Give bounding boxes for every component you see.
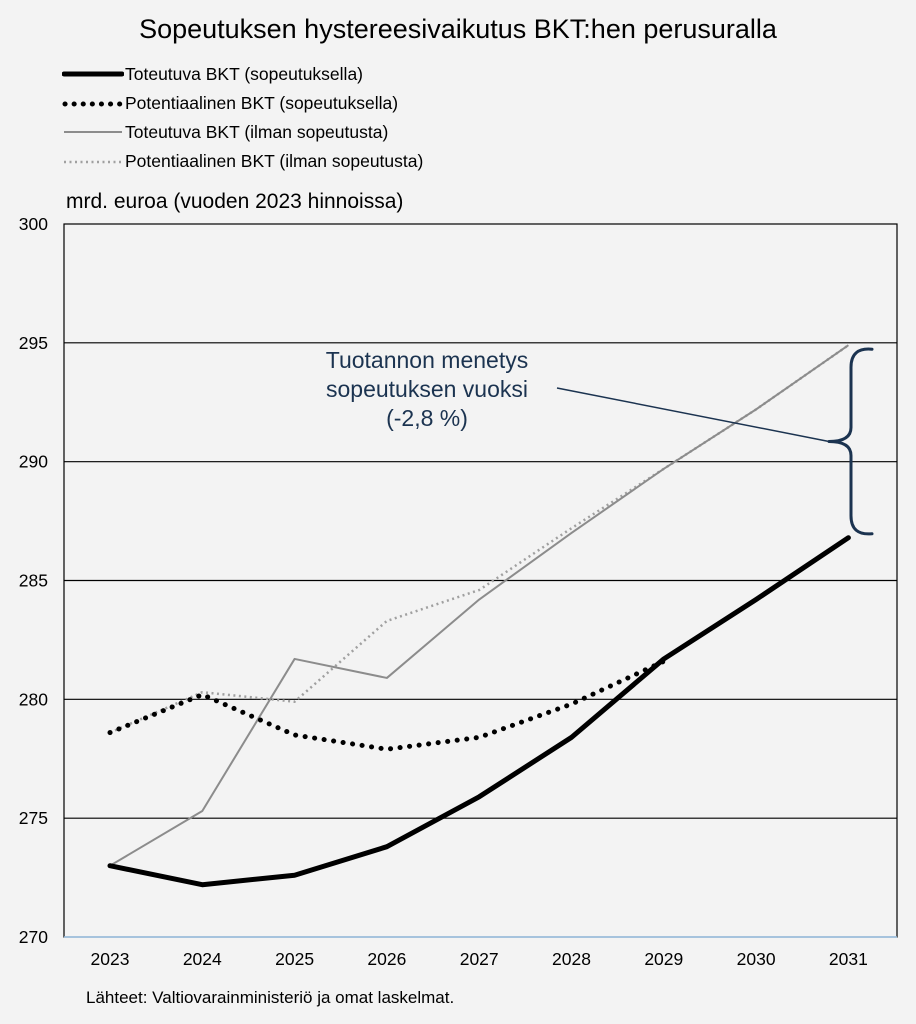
series-line-solid-thick xyxy=(107,535,851,888)
y-tick-label: 285 xyxy=(19,571,48,591)
brace-bracket xyxy=(827,347,874,536)
series-lines xyxy=(107,344,851,888)
x-tick-label: 2030 xyxy=(737,949,776,969)
annotation-text: (-2,8 %) xyxy=(386,405,468,431)
legend-label: Toteutuva BKT (sopeutuksella) xyxy=(125,64,364,84)
annotation: Tuotannon menetys sopeutuksen vuoksi (-2,8… xyxy=(326,347,874,536)
series-line-dotted-thin xyxy=(109,344,850,734)
legend-swatch-solid-thin xyxy=(64,131,122,133)
x-tick-label: 2026 xyxy=(367,949,406,969)
series-line-dotted-thick xyxy=(107,658,667,752)
legend-swatch-solid-thick xyxy=(62,71,124,77)
x-tick-label: 2028 xyxy=(552,949,591,969)
y-tick-label: 300 xyxy=(19,214,48,234)
y-axis-unit-label: mrd. euroa (vuoden 2023 hinnoissa) xyxy=(66,190,404,213)
y-axis-ticks: 270 275 280 285 290 295 300 xyxy=(19,214,48,947)
x-tick-label: 2027 xyxy=(460,949,499,969)
legend-label: Potentiaalinen BKT (sopeutuksella) xyxy=(125,93,399,113)
source-note: Lähteet: Valtiovarainministeriö ja omat … xyxy=(86,988,455,1007)
x-tick-label: 2025 xyxy=(275,949,314,969)
y-tick-label: 280 xyxy=(19,689,48,709)
y-tick-label: 275 xyxy=(19,808,48,828)
legend-label: Potentiaalinen BKT (ilman sopeutusta) xyxy=(125,151,424,171)
y-tick-label: 295 xyxy=(19,333,48,353)
x-tick-label: 2029 xyxy=(644,949,683,969)
y-tick-label: 290 xyxy=(19,452,48,472)
x-tick-label: 2031 xyxy=(829,949,868,969)
legend-label: Toteutuva BKT (ilman sopeutusta) xyxy=(125,122,389,142)
chart-title: Sopeutuksen hystereesivaikutus BKT:hen p… xyxy=(139,14,777,44)
y-tick-label: 270 xyxy=(19,927,48,947)
series-line-solid-thin xyxy=(109,344,849,867)
annotation-leader-line xyxy=(556,387,830,443)
annotation-text: sopeutuksen vuoksi xyxy=(326,376,528,402)
x-axis-ticks: 2023 2024 2025 2026 2027 2028 2029 2030 2031 xyxy=(91,949,868,969)
legend-swatch-dotted-thin xyxy=(64,160,122,164)
gridlines xyxy=(63,223,898,938)
x-tick-label: 2024 xyxy=(183,949,222,969)
legend-swatch-dotted-thick xyxy=(62,101,124,107)
annotation-text: Tuotannon menetys xyxy=(326,347,528,373)
x-tick-label: 2023 xyxy=(91,949,130,969)
